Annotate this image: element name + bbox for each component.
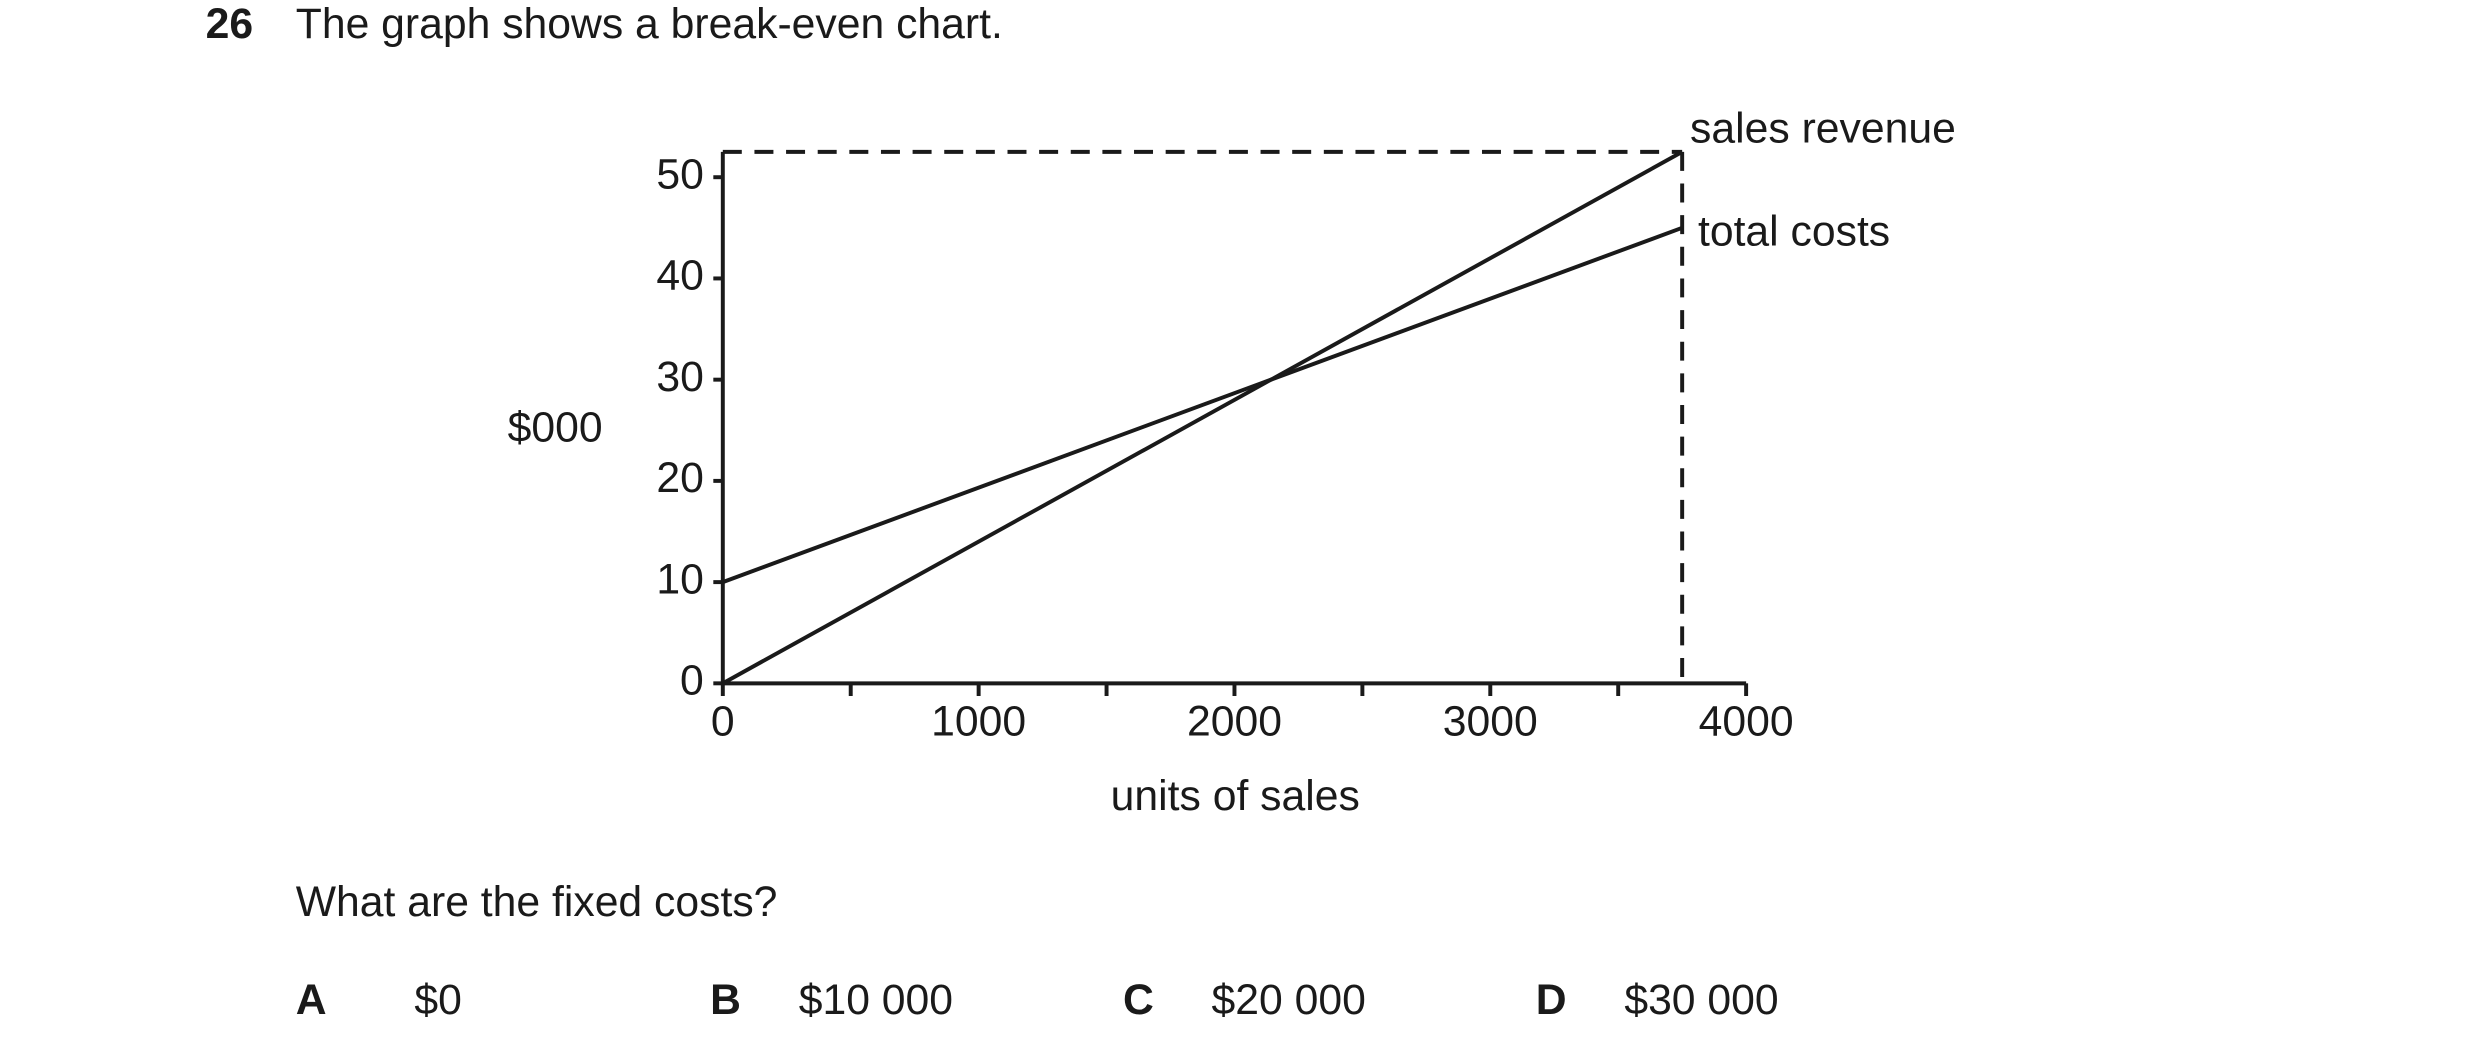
y-tick-label: 10 (656, 555, 703, 603)
y-axis-label: $000 (508, 404, 603, 452)
question-number: 26 (206, 0, 253, 48)
series-line (722, 225, 1683, 584)
y-tick-label: 30 (656, 353, 703, 401)
y-tick-label: 50 (656, 150, 703, 198)
x-tick-label: 4000 (1699, 698, 1794, 746)
series-label: sales revenue (1690, 105, 1956, 153)
x-tick-label: 3000 (1443, 698, 1538, 746)
option-letter: B (710, 976, 741, 1024)
series-line (721, 150, 1684, 686)
option-text[interactable]: $0 (414, 976, 461, 1024)
option-text[interactable]: $20 000 (1212, 976, 1366, 1024)
x-axis-label: units of sales (1111, 772, 1360, 820)
option-text[interactable]: $30 000 (1624, 976, 1778, 1024)
x-tick-label: 2000 (1187, 698, 1282, 746)
option-letter: A (296, 976, 327, 1024)
series-label: total costs (1698, 207, 1890, 255)
y-tick-label: 20 (656, 454, 703, 502)
option-letter: D (1536, 976, 1567, 1024)
x-tick-label: 1000 (931, 698, 1026, 746)
x-tick-label: 0 (711, 698, 735, 746)
option-text[interactable]: $10 000 (799, 976, 953, 1024)
option-letter: C (1123, 976, 1154, 1024)
y-tick-label: 40 (656, 252, 703, 300)
prompt: What are the fixed costs? (296, 878, 778, 926)
y-tick-label: 0 (680, 657, 704, 705)
question-text: The graph shows a break-even chart. (296, 0, 1003, 48)
